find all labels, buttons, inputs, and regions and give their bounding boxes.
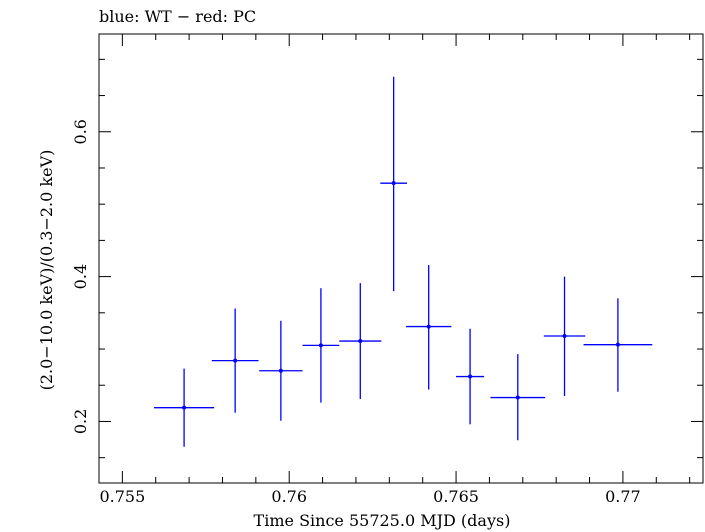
point-marker <box>318 343 323 348</box>
data-point <box>406 265 452 390</box>
chart-title: blue: WT − red: PC <box>99 7 256 26</box>
x-tick-label: 0.76 <box>271 487 307 506</box>
x-tick-label: 0.765 <box>433 487 479 506</box>
data-point <box>259 320 303 421</box>
point-marker <box>278 368 283 373</box>
point-marker <box>358 339 363 344</box>
point-marker <box>182 405 187 410</box>
data-point <box>380 76 408 292</box>
data-point <box>583 298 653 392</box>
x-tick-label: 0.77 <box>605 487 641 506</box>
x-tick-label: 0.755 <box>99 487 145 506</box>
point-marker <box>515 395 520 400</box>
y-axis-label: (2.0−10.0 keV)/(0.3−2.0 keV) <box>37 150 56 391</box>
data-point <box>490 354 546 441</box>
point-marker <box>426 324 431 329</box>
plot-frame <box>98 33 704 484</box>
data-point <box>211 308 259 413</box>
y-tick-label: 0.6 <box>71 119 90 144</box>
data-point <box>456 328 485 425</box>
data-point <box>339 283 382 399</box>
point-marker <box>233 358 238 363</box>
point-marker <box>468 374 473 379</box>
data-point <box>302 288 340 403</box>
point-marker <box>562 333 567 338</box>
tick-labels: 0.755 0.76 0.765 0.77 0.2 0.4 0.6 <box>71 119 641 506</box>
data-point <box>543 276 586 397</box>
y-tick-label: 0.4 <box>71 264 90 289</box>
x-axis-label: Time Since 55725.0 MJD (days) <box>254 511 511 530</box>
data-points <box>154 76 653 447</box>
point-marker <box>391 181 396 186</box>
axis-ticks <box>99 34 703 483</box>
data-point <box>154 368 215 447</box>
point-marker <box>615 342 620 347</box>
y-tick-label: 0.2 <box>71 409 90 434</box>
